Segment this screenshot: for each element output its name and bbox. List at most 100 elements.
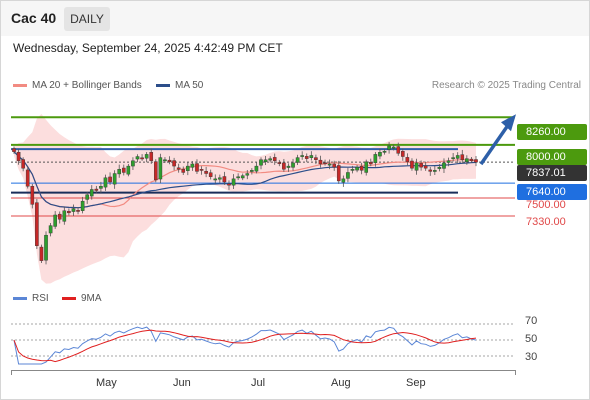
candle-body (48, 225, 53, 234)
candle-body (108, 176, 112, 183)
candle-body (355, 166, 359, 171)
level-7640-tag: 7640.00 (517, 184, 587, 200)
datetime-label: Wednesday, September 24, 2025 4:42:49 PM… (13, 41, 283, 55)
candle-body (57, 213, 62, 220)
candle-body (309, 155, 314, 158)
ma9-swatch (62, 297, 76, 300)
candle-body (12, 148, 16, 152)
candle-body (99, 186, 103, 189)
moving-averages-layer (13, 151, 477, 209)
candle-body (35, 202, 39, 246)
candle-body (89, 189, 94, 197)
bollinger-bands-layer (14, 114, 476, 284)
candle-body (272, 157, 277, 161)
candle-body (245, 173, 250, 176)
candle-body (30, 186, 35, 205)
candle-body (80, 200, 85, 211)
candle-body (254, 165, 259, 172)
month-label-sep: Sep (406, 377, 426, 389)
candle-body (112, 173, 117, 185)
candle-body (131, 160, 135, 167)
candle-body (163, 159, 167, 162)
ma50-swatch (156, 84, 170, 87)
candle-body (433, 170, 437, 172)
candle-body (39, 246, 44, 261)
candle-body (341, 178, 346, 183)
candle-body (204, 170, 208, 174)
candle-body (291, 162, 295, 168)
ma20-swatch (13, 84, 27, 87)
month-label-aug: Aug (331, 377, 351, 389)
ma50-label: MA 50 (175, 80, 204, 91)
legend-9ma: 9MA (62, 293, 102, 304)
candles-layer (12, 142, 478, 265)
candle-body (186, 165, 190, 171)
rsi-tick-30: 30 (525, 351, 538, 363)
ma20-label: MA 20 + Bollinger Bands (32, 80, 142, 91)
candle-body (236, 176, 240, 179)
instrument-title: Cac 40 (11, 10, 57, 26)
candle-body (368, 162, 373, 165)
candle-body (442, 162, 446, 169)
candle-body (140, 157, 144, 160)
rsi-panel (11, 323, 515, 365)
candle-body (181, 169, 186, 173)
candle-body (25, 169, 30, 187)
level-8260-tag: 8260.00 (517, 124, 587, 140)
candle-body (190, 163, 195, 168)
rsi-tick-50: 50 (525, 333, 538, 345)
candle-body (396, 146, 401, 154)
candle-body (222, 176, 227, 183)
ma9-label: 9MA (81, 293, 102, 304)
candle-body (455, 155, 460, 159)
candle-body (240, 175, 245, 179)
candle-body (295, 157, 300, 163)
candle-body (423, 165, 428, 169)
candle-body (53, 214, 57, 227)
copyright-label: Research © 2025 Trading Central (431, 80, 581, 91)
candle-body (213, 178, 218, 181)
chart-header: Cac 40 DAILY (0, 0, 590, 36)
candle-body (469, 158, 474, 161)
candle-body (16, 151, 21, 161)
candle-body (71, 208, 76, 212)
candle-body (85, 194, 89, 200)
candle-body (167, 159, 172, 163)
rsi-9ma-line (13, 329, 477, 363)
candle-body (172, 160, 176, 167)
candle-body (176, 167, 181, 170)
forecast-arrow-shaft (479, 124, 510, 166)
candle-body (259, 159, 263, 166)
candle-body (135, 156, 140, 160)
timeframe-badge[interactable]: DAILY (64, 7, 110, 31)
rsi-tick-70: 70 (525, 315, 538, 327)
candle-body (460, 154, 465, 160)
candle-body (359, 166, 364, 171)
legend-ma50: MA 50 (156, 80, 203, 91)
legend-ma20: MA 20 + Bollinger Bands (13, 80, 142, 91)
candle-body (282, 162, 286, 170)
candle-body (451, 157, 455, 159)
candle-body (327, 163, 332, 166)
forecast-arrowhead (501, 114, 516, 132)
candle-body (21, 159, 25, 169)
candle-body (231, 178, 236, 186)
candle-body (336, 165, 341, 182)
candle-body (250, 170, 254, 172)
bollinger-band-area (14, 114, 476, 284)
candle-body (286, 165, 291, 168)
candle-body (199, 169, 204, 171)
candle-body (378, 152, 382, 157)
rsi-swatch (13, 297, 27, 300)
candle-body (195, 163, 199, 172)
candle-body (346, 172, 350, 179)
candle-body (227, 183, 231, 186)
candle-body (410, 160, 414, 169)
candle-body (208, 172, 213, 177)
rsi-line (13, 326, 477, 365)
candle-body (103, 177, 108, 188)
candle-body (364, 161, 369, 173)
candle-body (268, 158, 272, 161)
candle-body (304, 156, 309, 159)
